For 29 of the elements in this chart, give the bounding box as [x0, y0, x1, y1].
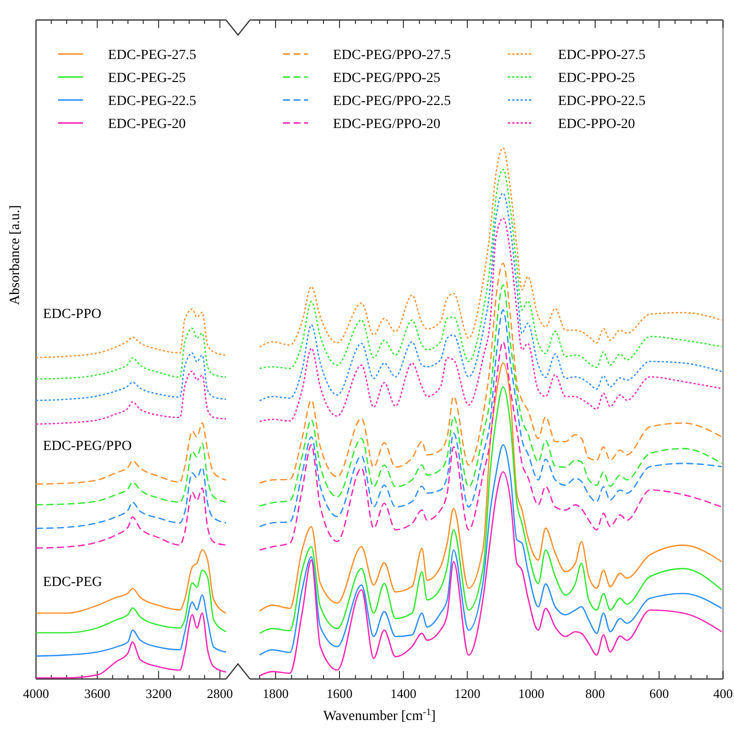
- x-tick-label: 3600: [84, 686, 110, 701]
- x-tick-label: 400: [713, 686, 733, 701]
- legend-label: EDC-PPO-20: [558, 117, 636, 132]
- x-tick-label: 1600: [326, 686, 352, 701]
- legend-label: EDC-PEG/PPO-25: [333, 71, 440, 86]
- legend-label: EDC-PPO-25: [558, 71, 636, 86]
- legend-label: EDC-PEG/PPO-27.5: [333, 48, 451, 63]
- x-tick-label: 600: [649, 686, 669, 701]
- legend-label: EDC-PEG-22.5: [108, 94, 196, 109]
- annotation: EDC-PPO: [43, 307, 102, 322]
- x-axis-title: Wavenumber [cm$^{-1}$]: [323, 706, 436, 724]
- legend-label: EDC-PPO-22.5: [558, 94, 646, 109]
- legend-label: EDC-PEG/PPO-22.5: [333, 94, 451, 109]
- annotation: EDC-PEG: [43, 575, 102, 590]
- x-tick-label: 1400: [390, 686, 416, 701]
- x-tick-label: 1800: [262, 686, 289, 701]
- legend-label: EDC-PEG/PPO-20: [333, 117, 440, 132]
- x-tick-label: 4000: [23, 686, 49, 701]
- legend-label: EDC-PEG-27.5: [108, 48, 196, 63]
- legend-label: EDC-PEG-20: [108, 117, 186, 132]
- annotation: EDC-PEG/PPO: [43, 439, 132, 454]
- x-tick-label: 800: [585, 686, 605, 701]
- x-tick-label: 1200: [454, 686, 480, 701]
- legend-label: EDC-PPO-27.5: [558, 48, 646, 63]
- x-tick-label: 2800: [206, 686, 233, 701]
- x-tick-label: 1000: [518, 686, 544, 701]
- legend-label: EDC-PEG-25: [108, 71, 186, 86]
- x-tick-label: 3200: [146, 686, 172, 701]
- y-axis-title: Absorbance [a.u.]: [8, 205, 23, 305]
